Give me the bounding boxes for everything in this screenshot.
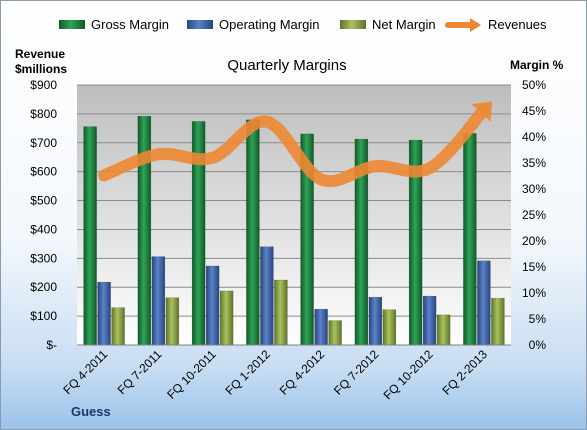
legend-label-net-margin: Net Margin — [372, 17, 436, 32]
left-axis-title-line1: Revenue — [15, 47, 65, 61]
right-tick-label: 50% — [522, 78, 546, 92]
left-tick-label: $300 — [30, 251, 57, 265]
bars — [83, 115, 505, 346]
category-labels: FQ 4-2011 FQ 7-2011 FQ 10-2011 FQ 1-2012 FQ … — [60, 347, 490, 402]
right-tick-label: 5% — [529, 312, 547, 326]
legend: Gross Margin Operating Margin Net Margin… — [59, 17, 547, 32]
bar-operating-margin — [368, 296, 383, 346]
bar-operating-margin — [477, 260, 491, 346]
legend-swatch-net-margin — [340, 20, 366, 29]
left-tick-label: $100 — [30, 309, 57, 323]
bar-operating-margin — [151, 256, 166, 346]
category-label: FQ 7-2012 — [331, 347, 382, 398]
left-tick-label: $600 — [30, 165, 57, 179]
chart-title: Quarterly Margins — [227, 57, 346, 74]
legend-label-operating-margin: Operating Margin — [219, 17, 319, 32]
left-tick-label: $700 — [30, 136, 57, 150]
legend-label-revenues: Revenues — [488, 17, 547, 32]
bar-net-margin — [436, 314, 451, 346]
bar-net-margin — [382, 309, 397, 346]
bar-net-margin — [111, 307, 125, 346]
left-tick-label: $400 — [30, 222, 57, 236]
category-label: FQ 7-2011 — [115, 347, 165, 397]
category-label: FQ 10-2012 — [381, 347, 436, 402]
revenue-line-layer — [98, 101, 493, 188]
bar-net-margin — [165, 297, 180, 346]
legend-swatch-revenues — [445, 18, 481, 32]
left-axis-ticks: $- $100 $200 $300 $400 $500 $600 $700 $800 $900 — [30, 78, 57, 352]
left-tick-label: $900 — [30, 78, 57, 92]
left-tick-label: $500 — [30, 194, 57, 208]
right-tick-label: 20% — [522, 234, 546, 248]
bar-operating-margin — [260, 246, 274, 346]
category-label: FQ 4-2011 — [60, 347, 110, 397]
legend-swatch-gross-margin — [59, 20, 85, 29]
left-tick-label: $800 — [30, 107, 57, 121]
category-label: FQ 4-2012 — [277, 347, 328, 398]
bar-operating-margin — [97, 281, 111, 346]
right-axis-ticks: 0% 5% 10% 15% 20% 25% 30% 35% 40% 45% 50% — [522, 78, 546, 352]
right-tick-label: 0% — [529, 338, 547, 352]
category-label: FQ 10-2011 — [164, 347, 219, 402]
bar-net-margin — [219, 290, 234, 346]
category-label: FQ 1-2012 — [223, 347, 274, 398]
legend-label-gross-margin: Gross Margin — [91, 17, 169, 32]
footer-label: Guess — [71, 404, 111, 419]
right-tick-label: 45% — [522, 104, 546, 118]
right-tick-label: 15% — [522, 260, 546, 274]
left-tick-label: $200 — [30, 280, 57, 294]
bar-net-margin — [274, 279, 288, 346]
bar-net-margin — [328, 320, 342, 346]
bar-operating-margin — [422, 295, 437, 346]
left-tick-label: $- — [46, 338, 57, 352]
bar-gross-margin — [463, 133, 477, 346]
bar-operating-margin — [205, 265, 220, 346]
category-label: FQ 2-2013 — [440, 347, 491, 398]
right-tick-label: 40% — [522, 130, 546, 144]
right-axis-title: Margin % — [510, 58, 564, 72]
bar-gross-margin — [246, 119, 260, 346]
bar-net-margin — [491, 297, 505, 346]
right-tick-label: 35% — [522, 156, 546, 170]
left-axis-title-line2: $millions — [15, 62, 67, 76]
bar-operating-margin — [314, 308, 328, 346]
legend-swatch-operating-margin — [187, 20, 213, 29]
right-tick-label: 30% — [522, 182, 546, 196]
revenue-arrowhead — [471, 101, 493, 122]
bar-gross-margin — [83, 126, 97, 346]
right-tick-label: 25% — [522, 208, 546, 222]
right-tick-label: 10% — [522, 286, 546, 300]
